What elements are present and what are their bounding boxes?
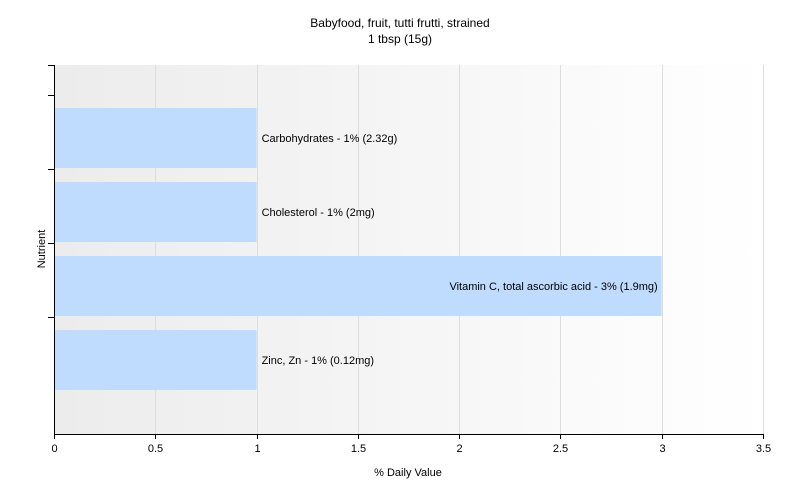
- data-label: Cholesterol - 1% (2mg): [262, 207, 375, 219]
- bar: [55, 330, 257, 390]
- data-labels: Carbohydrates - 1% (2.32g) Cholesterol - …: [262, 133, 658, 367]
- data-label: Vitamin C, total ascorbic acid - 3% (1.9…: [449, 281, 657, 293]
- chart-subtitle: 1 tbsp (15g): [367, 32, 433, 46]
- x-tick-label: 1: [254, 443, 260, 455]
- x-tick-label: 1.5: [351, 443, 366, 455]
- data-label: Zinc, Zn - 1% (0.12mg): [262, 355, 374, 367]
- x-axis-title: % Daily Value: [374, 467, 442, 479]
- x-tick-label: 2: [456, 443, 462, 455]
- y-axis-title: Nutrient: [36, 230, 48, 269]
- bar: [55, 256, 662, 316]
- x-tick-label: 3: [659, 443, 665, 455]
- axes: 0 0.5 1 1.5 2 2.5 3 3.5: [48, 65, 771, 455]
- x-tick-label: 0.5: [148, 443, 163, 455]
- bar: [55, 108, 257, 168]
- grid-lines: [155, 65, 764, 434]
- bar: [55, 182, 257, 242]
- data-label: Carbohydrates - 1% (2.32g): [262, 133, 398, 145]
- x-tick-label: 0: [51, 443, 57, 455]
- chart-title: Babyfood, fruit, tutti frutti, strained: [310, 16, 490, 30]
- bars: [55, 108, 662, 390]
- chart-title-block: Babyfood, fruit, tutti frutti, strained …: [0, 15, 800, 47]
- x-tick-label: 2.5: [553, 443, 568, 455]
- x-tick-label: 3.5: [756, 443, 771, 455]
